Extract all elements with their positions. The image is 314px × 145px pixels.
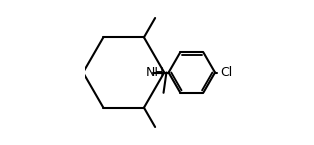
Text: NH: NH: [145, 66, 164, 79]
Text: Cl: Cl: [220, 66, 232, 79]
